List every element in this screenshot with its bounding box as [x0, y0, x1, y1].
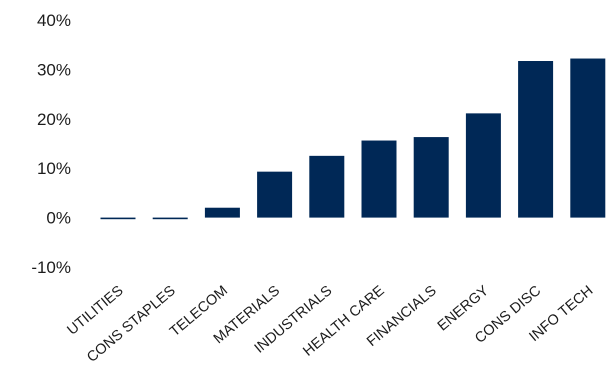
- bar-materials: [257, 171, 293, 218]
- bar-cons-staples: [152, 217, 188, 220]
- y-tick-label: 30%: [37, 60, 71, 79]
- bar-industrials: [309, 155, 345, 218]
- bar-utilities: [100, 217, 136, 220]
- y-axis: 40% 30% 20% 10% 0% -10%: [31, 11, 71, 277]
- bars: [100, 58, 606, 220]
- category-label: CONS STAPLES: [84, 283, 179, 366]
- y-tick-label: 0%: [46, 209, 71, 228]
- bar-telecom: [204, 207, 240, 218]
- y-tick-label: 20%: [37, 110, 71, 129]
- y-tick-label: 10%: [37, 159, 71, 178]
- y-tick-label: 40%: [37, 11, 71, 30]
- y-tick-label: -10%: [31, 258, 71, 277]
- bar-info-tech: [570, 58, 606, 218]
- bar-financials: [413, 137, 449, 218]
- bar-energy: [465, 113, 501, 218]
- bar-health-care: [361, 140, 397, 218]
- bar-cons-disc: [518, 61, 554, 218]
